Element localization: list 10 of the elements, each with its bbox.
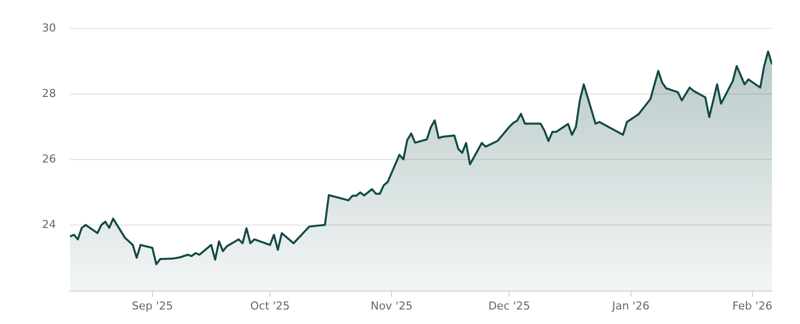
x-tick-label: Dec '25 bbox=[488, 299, 530, 312]
x-tick-label: Oct '25 bbox=[250, 299, 290, 312]
y-tick-label: 24 bbox=[42, 218, 56, 232]
x-tick-label: Nov '25 bbox=[370, 299, 413, 312]
x-tick-label: Sep '25 bbox=[132, 299, 173, 312]
x-tick-label: Feb '26 bbox=[732, 299, 772, 312]
y-tick-label: 30 bbox=[42, 21, 56, 34]
y-tick-label: 28 bbox=[42, 87, 56, 100]
x-tick-label: Jan '26 bbox=[611, 299, 650, 312]
y-tick-label: 26 bbox=[42, 152, 56, 166]
